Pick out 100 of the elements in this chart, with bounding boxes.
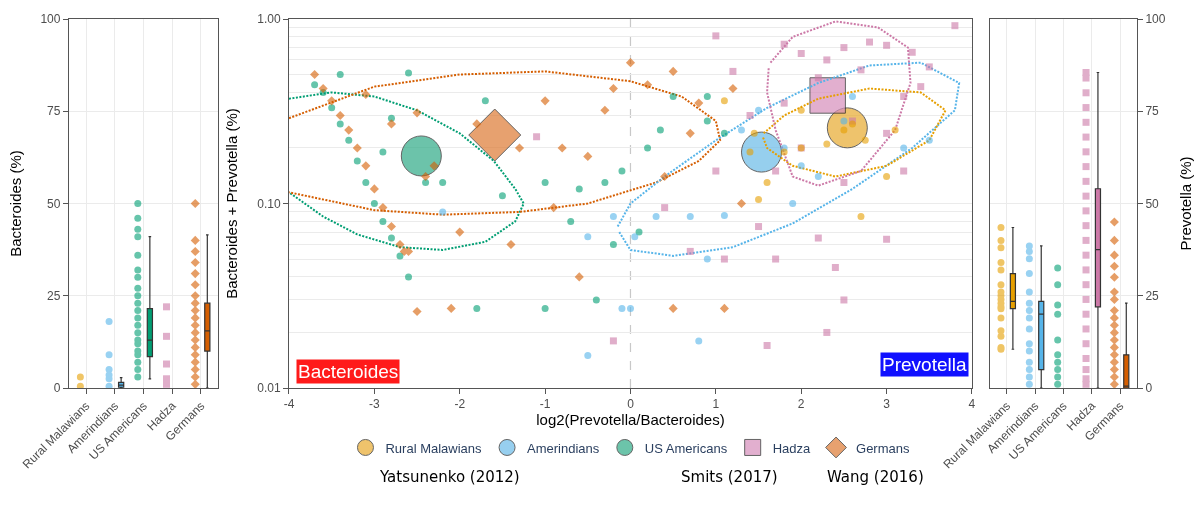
- point: [831, 263, 839, 271]
- point: [472, 119, 482, 129]
- point: [861, 136, 869, 144]
- point: [728, 83, 738, 94]
- point: [541, 304, 549, 312]
- y-tick-label: 1.00: [257, 12, 281, 27]
- point: [712, 32, 720, 40]
- point: [421, 171, 431, 182]
- point: [618, 304, 626, 312]
- point: [644, 144, 652, 152]
- text: Wang (2016): [827, 468, 924, 486]
- point: [327, 96, 337, 106]
- point: [592, 296, 600, 304]
- y-axis-title: Prevotella (%): [1176, 156, 1194, 251]
- x-tick-label: 2: [797, 397, 805, 412]
- point: [412, 306, 422, 316]
- point: [661, 204, 669, 212]
- point: [574, 272, 584, 282]
- point: [405, 273, 413, 281]
- point: [755, 196, 763, 204]
- point: [455, 227, 465, 237]
- point: [797, 162, 805, 170]
- y-tick-label: 0.10: [257, 196, 281, 211]
- point: [814, 173, 822, 181]
- point: [848, 93, 856, 101]
- point: [883, 173, 891, 181]
- point: [533, 133, 541, 141]
- point: [772, 255, 780, 263]
- point: [823, 328, 831, 336]
- point: [318, 83, 328, 94]
- point: [344, 125, 354, 135]
- point: [584, 352, 592, 360]
- y-tick-label: 50: [1145, 196, 1160, 211]
- point: [840, 296, 848, 304]
- point: [361, 89, 371, 99]
- point: [439, 178, 447, 186]
- annotation: Prevotella: [882, 354, 967, 375]
- x-tick-label: -1: [539, 397, 551, 412]
- point: [789, 200, 797, 207]
- y-tick-label: 25: [1145, 288, 1160, 303]
- point: [353, 157, 361, 165]
- point: [575, 185, 583, 193]
- point: [540, 96, 550, 106]
- point: [652, 213, 660, 221]
- point: [625, 58, 636, 68]
- point: [635, 228, 643, 236]
- point: [686, 213, 694, 221]
- point: [379, 217, 387, 225]
- point: [386, 119, 396, 129]
- point: [737, 126, 745, 134]
- point: [780, 148, 788, 156]
- point: [712, 167, 720, 175]
- point: [720, 97, 728, 105]
- point: [618, 167, 626, 175]
- x-axis-title: log2(Prevotella/Bacteroides): [536, 411, 725, 429]
- point: [746, 148, 754, 156]
- point: [780, 99, 788, 107]
- point: [584, 233, 592, 241]
- point: [361, 161, 371, 171]
- y-tick-label: 0: [53, 381, 61, 396]
- point: [660, 171, 670, 182]
- point: [900, 167, 908, 175]
- point: [668, 66, 678, 76]
- y-tick-label: 100: [1145, 12, 1166, 27]
- y-tick-label: 25: [47, 288, 61, 303]
- point: [439, 208, 447, 216]
- point: [656, 126, 664, 134]
- point: [703, 93, 711, 101]
- x-tick-label: -3: [369, 397, 381, 412]
- y-axis-title: Bacteroides (%): [6, 150, 24, 257]
- point: [514, 143, 525, 153]
- point: [481, 97, 489, 105]
- point: [925, 136, 933, 144]
- point: [755, 223, 763, 231]
- point: [719, 303, 729, 313]
- point: [336, 71, 344, 79]
- point: [498, 192, 506, 200]
- point: [823, 56, 831, 64]
- point: [668, 303, 678, 313]
- y-tick-label: 0: [1145, 381, 1153, 396]
- point: [335, 110, 345, 121]
- point: [883, 235, 891, 243]
- x-tick-label: -2: [454, 397, 466, 412]
- line-series: [288, 70, 722, 216]
- point: [549, 203, 559, 213]
- point: [387, 234, 395, 242]
- point: [412, 108, 422, 118]
- point: [763, 341, 771, 349]
- line-series: [616, 61, 961, 257]
- point: [583, 151, 593, 161]
- point: [780, 40, 788, 48]
- point: [951, 22, 959, 30]
- point: [840, 117, 848, 125]
- x-tick-label: 3: [883, 397, 891, 412]
- y-tick-label: 100: [40, 12, 61, 27]
- point: [763, 178, 771, 186]
- point: [378, 203, 388, 213]
- point: [379, 148, 387, 156]
- point: [473, 304, 481, 312]
- point: [609, 240, 617, 248]
